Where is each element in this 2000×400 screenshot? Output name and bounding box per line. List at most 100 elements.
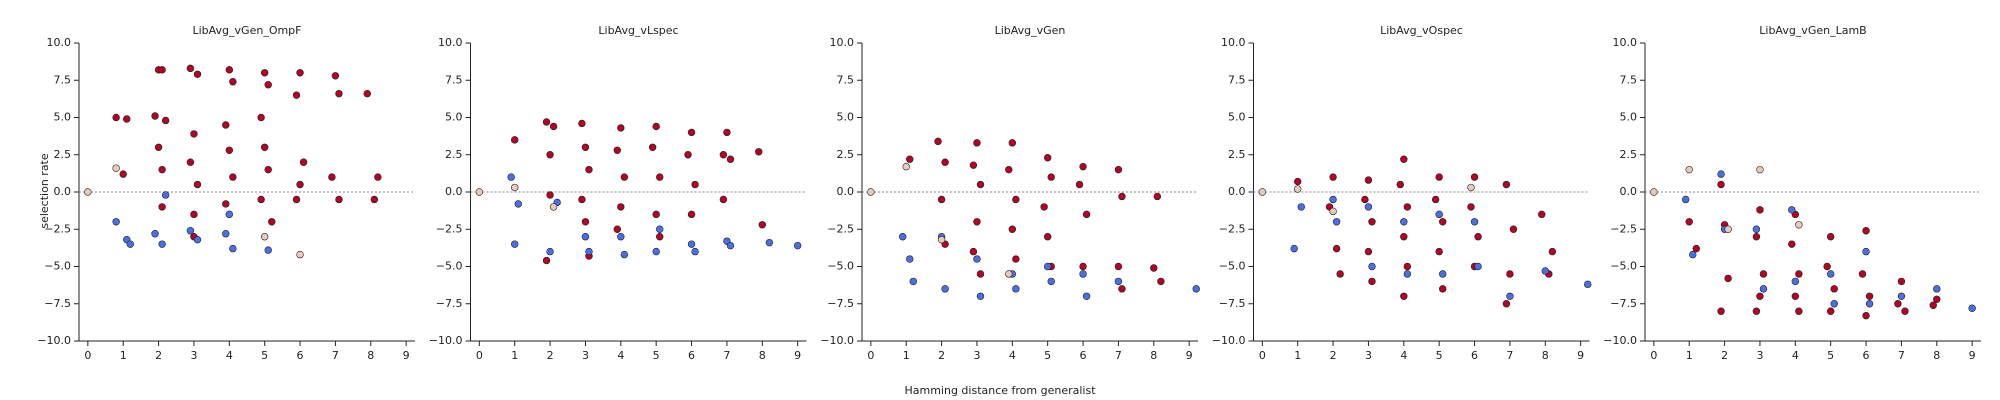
point [656, 173, 664, 181]
x-tick-label: 1 [1686, 349, 1693, 362]
point [1933, 285, 1941, 293]
point [1047, 173, 1055, 181]
point [264, 81, 272, 89]
point [1043, 154, 1052, 162]
point [1403, 270, 1412, 278]
point [112, 218, 120, 226]
point [229, 244, 237, 253]
point [190, 130, 198, 138]
y-tick-label: −10.0 [1212, 334, 1246, 347]
x-tick-label: 5 [261, 349, 268, 362]
y-tick-label: 10.0 [47, 36, 72, 49]
point [973, 218, 981, 226]
x-tick-label: 3 [1365, 349, 1372, 362]
point [328, 173, 336, 181]
y-tick-label: 2.5 [445, 148, 463, 161]
point [112, 113, 120, 122]
point [969, 247, 978, 256]
point [549, 203, 558, 211]
point [758, 221, 766, 229]
point [1467, 203, 1475, 211]
point [1079, 162, 1087, 171]
point [1361, 195, 1369, 204]
y-tick-label: 5.0 [445, 111, 463, 124]
point [648, 143, 657, 152]
point [542, 256, 551, 265]
y-tick-label: 7.5 [837, 73, 855, 86]
point [1685, 218, 1693, 226]
point [1079, 262, 1087, 271]
y-tick-label: 2.5 [1620, 148, 1638, 161]
point [1435, 210, 1443, 219]
point [1400, 292, 1408, 300]
point [260, 143, 269, 152]
point [1862, 247, 1870, 256]
y-tick-label: 5.0 [1228, 111, 1246, 124]
point [1114, 165, 1123, 174]
x-tick-label: 3 [190, 349, 197, 362]
point [1047, 277, 1055, 286]
point [1862, 227, 1870, 235]
point [158, 240, 166, 248]
point [1830, 300, 1838, 308]
x-tick-label: 8 [367, 349, 374, 362]
x-tick-label: 8 [1150, 349, 1157, 362]
point [1791, 292, 1800, 300]
point [1043, 233, 1052, 241]
point [684, 151, 692, 159]
point [193, 235, 202, 244]
x-tick-label: 7 [1506, 349, 1513, 362]
point [1290, 244, 1298, 253]
point [1756, 206, 1764, 214]
point [578, 119, 586, 128]
point [1650, 188, 1658, 196]
point [934, 137, 942, 146]
point [613, 225, 621, 233]
point [581, 143, 590, 152]
y-tick-label: −2.5 [1219, 222, 1246, 235]
point [1157, 277, 1165, 286]
point [1439, 285, 1447, 293]
point [585, 247, 593, 256]
point [1332, 218, 1341, 226]
panel-title: LibAvg_vGen [995, 24, 1066, 37]
x-tick-label: 5 [1044, 349, 1051, 362]
point [1502, 300, 1511, 308]
y-axis-label: selection rate [38, 153, 51, 229]
point [1717, 307, 1725, 315]
point [1830, 285, 1838, 293]
point [1403, 262, 1412, 271]
point [941, 285, 949, 293]
y-tick-label: 2.5 [54, 148, 72, 161]
point [1294, 185, 1302, 193]
point [112, 164, 120, 172]
point [257, 195, 265, 204]
point [937, 195, 946, 204]
point [161, 116, 170, 125]
point [726, 241, 735, 250]
x-tick-label: 4 [1400, 349, 1407, 362]
point [1294, 177, 1302, 186]
point [755, 148, 763, 156]
x-tick-label: 9 [1186, 349, 1193, 362]
point [976, 180, 985, 189]
point [719, 195, 728, 204]
point [1826, 307, 1835, 315]
y-tick-label: −7.5 [827, 297, 854, 310]
point [331, 72, 340, 80]
point [1929, 301, 1937, 309]
point [1258, 188, 1267, 196]
point [123, 115, 131, 123]
point [158, 165, 166, 174]
x-tick-label: 0 [84, 349, 91, 362]
point [264, 165, 272, 174]
point [225, 210, 234, 219]
point [1400, 155, 1408, 163]
point [1364, 247, 1373, 256]
y-tick-label: 2.5 [1228, 148, 1246, 161]
point [119, 170, 127, 178]
point [1795, 307, 1803, 315]
point [1897, 277, 1906, 286]
point [1012, 195, 1020, 204]
y-tick-label: 0.0 [1620, 185, 1638, 198]
